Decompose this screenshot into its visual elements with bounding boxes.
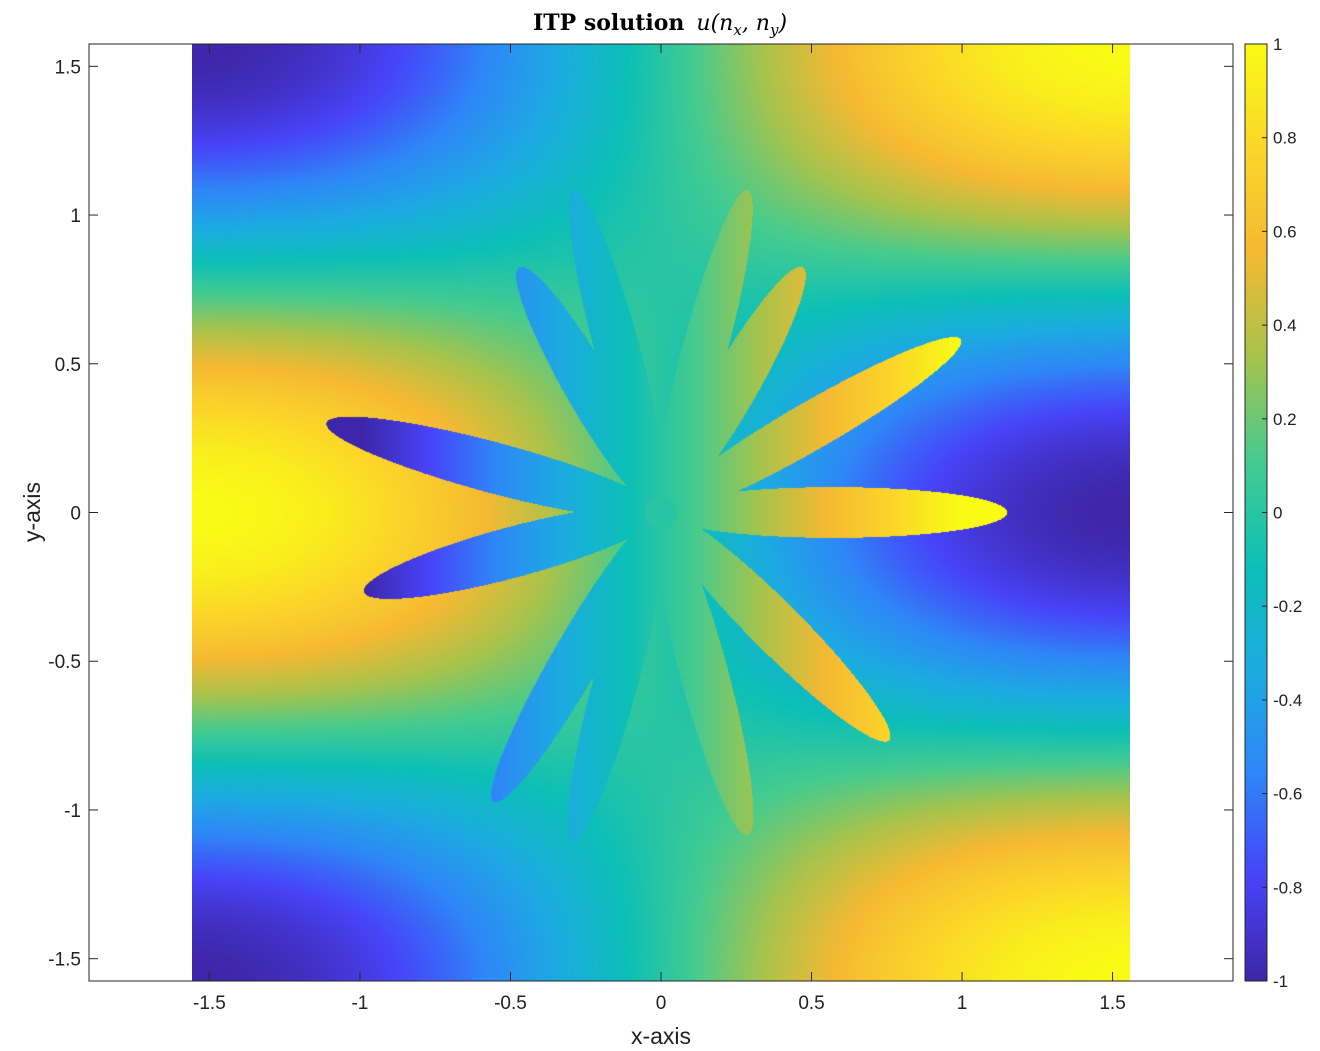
- y-ticks: -1.5 -1 -0.5 0 0.5 1 1.5: [48, 57, 1233, 971]
- plot-area: -1.5 -1 -0.5 0 0.5 1 1.5 -1.5 -1 -0.5 0 0.5 1 1.5: [48, 43, 1234, 1014]
- colorbar-tick-label: 0: [1273, 504, 1282, 523]
- y-tick-label: 1: [70, 206, 81, 227]
- colorbar-tick-label: -1: [1273, 972, 1288, 991]
- colorbar-tick-label: 0.6: [1273, 222, 1297, 241]
- colorbar-tick-label: 1: [1273, 35, 1282, 54]
- x-tick-label: 1.5: [1099, 993, 1125, 1014]
- x-tick-label: 0: [656, 993, 667, 1014]
- y-axis-label: y-axis: [19, 482, 45, 542]
- x-tick-label: -1: [351, 993, 368, 1014]
- colorbar-tick-label: 0.8: [1273, 129, 1297, 148]
- colorbar-tick-label: -0.2: [1273, 597, 1302, 616]
- chart-title: ITP solution u(nx, ny): [533, 10, 787, 39]
- colorbar-tick-label: -0.6: [1273, 785, 1302, 804]
- colorbar-ticks: -1 -0.8 -0.6 -0.4 -0.2 0 0.2 0.4 0.6 0.8 1: [1262, 35, 1302, 991]
- y-tick-label: 0.5: [55, 355, 81, 376]
- x-axis-label: x-axis: [631, 1023, 691, 1049]
- colorbar-tick-label: -0.4: [1273, 691, 1302, 710]
- x-tick-label: -0.5: [494, 993, 527, 1014]
- heatmap-image: [192, 44, 1130, 981]
- y-tick-label: -1.5: [48, 950, 81, 971]
- x-tick-label: 1: [957, 993, 968, 1014]
- chart-title-text: ITP solution: [533, 10, 684, 36]
- y-tick-label: 1.5: [55, 57, 81, 78]
- colorbar-tick-label: -0.8: [1273, 878, 1302, 897]
- x-tick-label: 0.5: [798, 993, 824, 1014]
- colorbar-tick-label: 0.2: [1273, 410, 1297, 429]
- y-tick-label: -1: [64, 801, 81, 822]
- chart-title-math: u(n: [696, 11, 733, 36]
- y-tick-label: -0.5: [48, 652, 81, 673]
- colorbar: -1 -0.8 -0.6 -0.4 -0.2 0 0.2 0.4 0.6 0.8 1: [1244, 35, 1302, 991]
- x-ticks: -1.5 -1 -0.5 0 0.5 1 1.5: [193, 44, 1126, 1014]
- y-tick-label: 0: [70, 504, 81, 525]
- x-tick-label: -1.5: [193, 993, 226, 1014]
- colorbar-tick-label: 0.4: [1273, 316, 1297, 335]
